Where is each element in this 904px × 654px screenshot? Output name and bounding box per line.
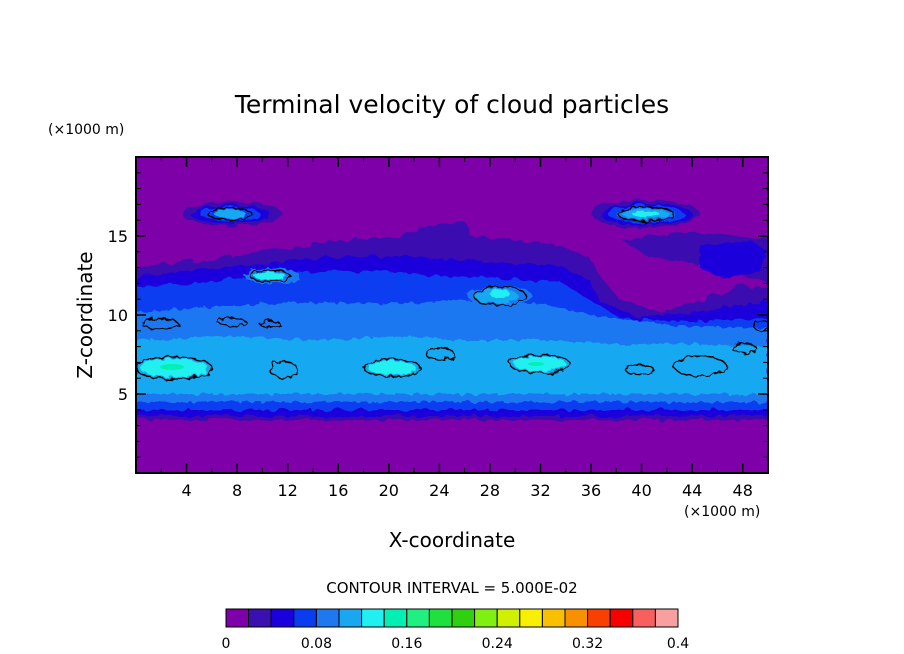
- colorbar: [225, 608, 679, 628]
- chart-title: Terminal velocity of cloud particles: [234, 90, 669, 119]
- contour-line-5: [269, 361, 299, 379]
- contour-band-l5-upper-left: [214, 210, 246, 218]
- y-tick-label: 10: [108, 306, 128, 325]
- colorbar-swatch: [654, 608, 679, 628]
- x-tick-label: 12: [278, 481, 298, 500]
- x-tick-label: 24: [429, 481, 449, 500]
- y-unit-label: (×1000 m): [48, 122, 124, 138]
- x-tick-label: 28: [480, 481, 500, 500]
- contour-line-15: [625, 364, 655, 376]
- colorbar-swatch: [451, 608, 476, 628]
- colorbar-swatch: [474, 608, 498, 628]
- contour-line-8: [617, 206, 675, 222]
- colorbar-labels: 0 0.08 0.16 0.24 0.32 0.4: [222, 636, 690, 652]
- contour-line-7: [207, 207, 253, 221]
- contour-line-12: [259, 320, 281, 328]
- contour-band-l7-core-1: [160, 364, 184, 370]
- contour-line-14: [731, 342, 757, 354]
- contour-line-3: [509, 354, 571, 374]
- x-tick-label: 32: [530, 481, 550, 500]
- colorbar-tick-label: 0.24: [482, 636, 513, 652]
- contour-line-2: [363, 358, 421, 378]
- x-tick-label: 36: [581, 481, 601, 500]
- colorbar-tick-label: 0.4: [667, 636, 689, 652]
- contour-band-l6-core-6: [490, 290, 510, 298]
- y-tick-label: 15: [108, 227, 128, 246]
- colorbar-tick-label: 0.32: [572, 636, 603, 652]
- contour-line-10: [141, 318, 179, 330]
- colorbar-swatch: [519, 608, 543, 628]
- colorbar-swatch: [541, 608, 566, 628]
- contour-band-l6-core-2: [368, 361, 416, 375]
- contour-band-l6-core-5: [632, 211, 660, 217]
- x-axis: 4 8 12 16 20 24 28 32 36 40 44 48: [160, 157, 753, 500]
- colorbar-swatch: [315, 608, 340, 628]
- colorbar-swatch: [248, 608, 272, 628]
- contour-line-1: [136, 356, 213, 380]
- colorbar-swatch: [632, 608, 656, 628]
- contour-lines: [136, 206, 768, 380]
- y-axis: 5 10 15: [108, 172, 768, 458]
- contour-line-6: [249, 269, 291, 283]
- colorbar-swatch: [270, 608, 295, 628]
- contour-line-13: [425, 347, 455, 361]
- contour-field: [136, 157, 768, 473]
- x-tick-label: 20: [379, 481, 399, 500]
- x-tick-label: 8: [232, 481, 242, 500]
- colorbar-swatch: [609, 608, 634, 628]
- contour-line-16: [753, 320, 768, 332]
- x-tick-label: 4: [181, 481, 191, 500]
- x-axis-title: X-coordinate: [389, 528, 516, 552]
- x-tick-label: 40: [631, 481, 651, 500]
- contour-band-l5: [136, 336, 768, 394]
- y-axis-title: Z-coordinate: [73, 251, 97, 378]
- colorbar-tick-label: 0: [222, 636, 231, 652]
- x-tick-label: 48: [733, 481, 753, 500]
- colorbar-swatch: [587, 608, 611, 628]
- contour-interval-label: CONTOUR INTERVAL = 5.000E-02: [326, 579, 577, 597]
- contour-band-l7-core-2: [528, 362, 544, 366]
- colorbar-swatch: [338, 608, 363, 628]
- colorbar-swatch: [428, 608, 453, 628]
- x-tick-label: 16: [328, 481, 348, 500]
- contour-line-9: [473, 286, 527, 306]
- contour-band-l2-right: [700, 240, 766, 278]
- colorbar-swatch: [496, 608, 521, 628]
- contour-band-l6-core-4: [254, 272, 286, 280]
- contour-line-11: [217, 317, 247, 327]
- colorbar-swatch: [361, 608, 385, 628]
- colorbar-swatch: [383, 608, 408, 628]
- contour-line-4: [673, 355, 727, 377]
- y-tick-label: 5: [118, 385, 128, 404]
- x-tick-label: 44: [682, 481, 702, 500]
- colorbar-swatch: [293, 608, 317, 628]
- colorbar-swatch: [564, 608, 589, 628]
- colorbar-tick-label: 0.16: [391, 636, 422, 652]
- x-unit-label: (×1000 m): [684, 504, 760, 520]
- colorbar-swatch: [225, 608, 250, 628]
- colorbar-swatch: [406, 608, 430, 628]
- colorbar-tick-label: 0.08: [301, 636, 332, 652]
